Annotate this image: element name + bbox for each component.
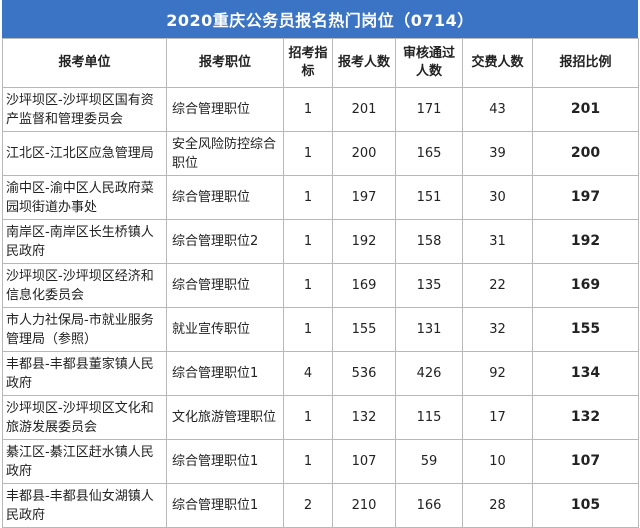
cell-applicants: 132 xyxy=(332,395,396,440)
cell-approved: 135 xyxy=(395,263,463,308)
cell-approved: 59 xyxy=(395,439,463,484)
cell-position: 综合管理职位1 xyxy=(166,351,284,396)
header-paid: 交费人数 xyxy=(462,38,533,88)
cell-position: 综合管理职位 xyxy=(166,87,284,132)
cell-unit: 沙坪坝区-沙坪坝区国有资产监督和管理委员会 xyxy=(2,87,167,132)
table-row: 江北区-江北区应急管理局 安全风险防控综合职位 1 200 165 39 200 xyxy=(2,131,639,176)
cell-position: 综合管理职位 xyxy=(166,263,284,308)
cell-ratio: 155 xyxy=(532,307,639,352)
table-body: 沙坪坝区-沙坪坝区国有资产监督和管理委员会 综合管理职位 1 201 171 4… xyxy=(2,87,639,528)
cell-approved: 171 xyxy=(395,87,463,132)
cell-quota: 2 xyxy=(283,483,333,528)
cell-quota: 1 xyxy=(283,175,333,220)
cell-unit: 江北区-江北区应急管理局 xyxy=(2,131,167,176)
header-quota: 招考指标 xyxy=(283,38,333,88)
cell-approved: 166 xyxy=(395,483,463,528)
cell-approved: 131 xyxy=(395,307,463,352)
header-approved: 审核通过人数 xyxy=(395,38,463,88)
table-row: 沙坪坝区-沙坪坝区国有资产监督和管理委员会 综合管理职位 1 201 171 4… xyxy=(2,87,639,132)
positions-table: 报考单位 报考职位 招考指标 报考人数 审核通过人数 交费人数 报招比例 沙坪坝… xyxy=(2,38,639,528)
table-title: 2020重庆公务员报名热门岗位（0714） xyxy=(2,0,638,38)
cell-ratio: 201 xyxy=(532,87,639,132)
cell-position: 安全风险防控综合职位 xyxy=(166,131,284,176)
cell-ratio: 200 xyxy=(532,131,639,176)
cell-position: 文化旅游管理职位 xyxy=(166,395,284,440)
cell-paid: 17 xyxy=(462,395,533,440)
cell-paid: 31 xyxy=(462,219,533,264)
cell-paid: 43 xyxy=(462,87,533,132)
table-row: 沙坪坝区-沙坪坝区文化和旅游发展委员会 文化旅游管理职位 1 132 115 1… xyxy=(2,395,639,440)
cell-applicants: 201 xyxy=(332,87,396,132)
cell-approved: 165 xyxy=(395,131,463,176)
cell-paid: 39 xyxy=(462,131,533,176)
cell-approved: 115 xyxy=(395,395,463,440)
cell-applicants: 107 xyxy=(332,439,396,484)
cell-paid: 92 xyxy=(462,351,533,396)
cell-applicants: 192 xyxy=(332,219,396,264)
header-applicants: 报考人数 xyxy=(332,38,396,88)
cell-ratio: 105 xyxy=(532,483,639,528)
cell-ratio: 192 xyxy=(532,219,639,264)
cell-unit: 沙坪坝区-沙坪坝区经济和信息化委员会 xyxy=(2,263,167,308)
table-row: 市人力社保局-市就业服务管理局（参照） 就业宣传职位 1 155 131 32 … xyxy=(2,307,639,352)
cell-applicants: 210 xyxy=(332,483,396,528)
header-unit: 报考单位 xyxy=(2,38,167,88)
cell-quota: 1 xyxy=(283,395,333,440)
cell-position: 综合管理职位2 xyxy=(166,219,284,264)
cell-approved: 426 xyxy=(395,351,463,396)
table-row: 渝中区-渝中区人民政府菜园坝街道办事处 综合管理职位 1 197 151 30 … xyxy=(2,175,639,220)
cell-quota: 1 xyxy=(283,131,333,176)
cell-approved: 158 xyxy=(395,219,463,264)
cell-ratio: 134 xyxy=(532,351,639,396)
cell-position: 综合管理职位1 xyxy=(166,439,284,484)
cell-unit: 綦江区-綦江区赶水镇人民政府 xyxy=(2,439,167,484)
cell-ratio: 197 xyxy=(532,175,639,220)
cell-quota: 1 xyxy=(283,87,333,132)
cell-position: 综合管理职位 xyxy=(166,175,284,220)
cell-applicants: 155 xyxy=(332,307,396,352)
cell-paid: 10 xyxy=(462,439,533,484)
cell-quota: 1 xyxy=(283,439,333,484)
cell-unit: 渝中区-渝中区人民政府菜园坝街道办事处 xyxy=(2,175,167,220)
cell-ratio: 107 xyxy=(532,439,639,484)
cell-paid: 32 xyxy=(462,307,533,352)
cell-ratio: 169 xyxy=(532,263,639,308)
table-row: 沙坪坝区-沙坪坝区经济和信息化委员会 综合管理职位 1 169 135 22 1… xyxy=(2,263,639,308)
cell-paid: 28 xyxy=(462,483,533,528)
cell-applicants: 536 xyxy=(332,351,396,396)
table-row: 丰都县-丰都县仙女湖镇人民政府 综合管理职位1 2 210 166 28 105 xyxy=(2,483,639,528)
cell-paid: 22 xyxy=(462,263,533,308)
table-header: 报考单位 报考职位 招考指标 报考人数 审核通过人数 交费人数 报招比例 xyxy=(2,38,639,88)
cell-paid: 30 xyxy=(462,175,533,220)
cell-approved: 151 xyxy=(395,175,463,220)
cell-unit: 南岸区-南岸区长生桥镇人民政府 xyxy=(2,219,167,264)
cell-applicants: 200 xyxy=(332,131,396,176)
cell-position: 综合管理职位1 xyxy=(166,483,284,528)
table-row: 丰都县-丰都县董家镇人民政府 综合管理职位1 4 536 426 92 134 xyxy=(2,351,639,396)
cell-quota: 1 xyxy=(283,219,333,264)
cell-unit: 丰都县-丰都县仙女湖镇人民政府 xyxy=(2,483,167,528)
cell-ratio: 132 xyxy=(532,395,639,440)
header-ratio: 报招比例 xyxy=(532,38,639,88)
cell-applicants: 197 xyxy=(332,175,396,220)
cell-quota: 1 xyxy=(283,307,333,352)
cell-unit: 市人力社保局-市就业服务管理局（参照） xyxy=(2,307,167,352)
cell-quota: 4 xyxy=(283,351,333,396)
cell-position: 就业宣传职位 xyxy=(166,307,284,352)
cell-quota: 1 xyxy=(283,263,333,308)
cell-applicants: 169 xyxy=(332,263,396,308)
header-position: 报考职位 xyxy=(166,38,284,88)
cell-unit: 沙坪坝区-沙坪坝区文化和旅游发展委员会 xyxy=(2,395,167,440)
table-row: 綦江区-綦江区赶水镇人民政府 综合管理职位1 1 107 59 10 107 xyxy=(2,439,639,484)
cell-unit: 丰都县-丰都县董家镇人民政府 xyxy=(2,351,167,396)
table-row: 南岸区-南岸区长生桥镇人民政府 综合管理职位2 1 192 158 31 192 xyxy=(2,219,639,264)
